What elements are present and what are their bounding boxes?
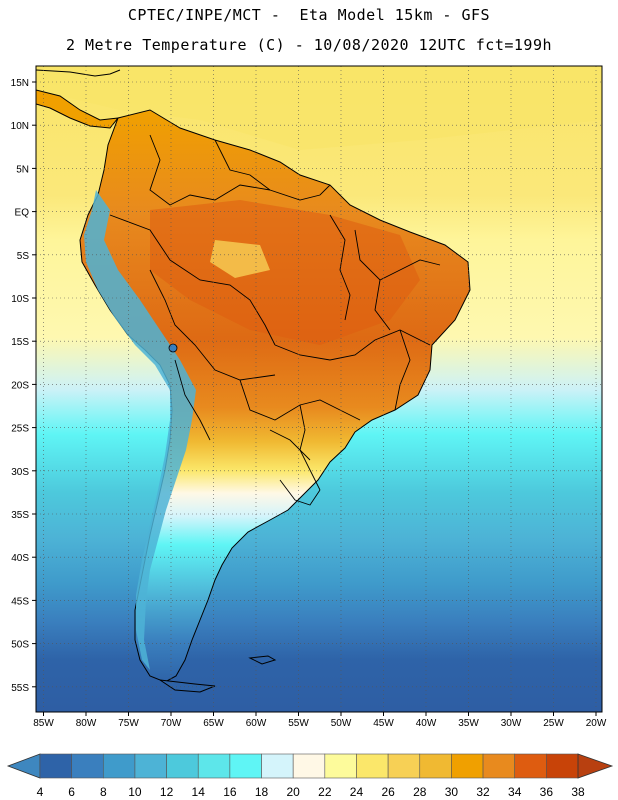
lat-label: 55S xyxy=(11,683,29,694)
lat-label: 5S xyxy=(17,251,30,262)
colorbar-max-arrow xyxy=(577,753,614,779)
colorbar-label: 4 xyxy=(37,785,44,799)
colorbar-swatch xyxy=(324,753,357,779)
colorbar-swatch xyxy=(419,753,452,779)
lat-label: 15S xyxy=(11,337,29,348)
colorbar-swatch xyxy=(39,753,72,779)
colorbar-label: 38 xyxy=(571,785,585,799)
colorbar-swatch xyxy=(197,753,231,779)
lon-label: 45W xyxy=(373,718,394,729)
lon-label: 20W xyxy=(586,718,607,729)
colorbar-label: 14 xyxy=(192,785,206,799)
colorbar-swatch xyxy=(71,753,104,779)
lat-label: 45S xyxy=(11,596,29,607)
colorbar-label: 24 xyxy=(350,785,364,799)
lon-label: 30W xyxy=(501,718,522,729)
lat-label: 35S xyxy=(11,510,29,521)
lat-label: 5N xyxy=(16,164,29,175)
map-axes: 15N 10N 5N EQ 5S 10S 15S 20S 25S 30S 35S 40S 45S 50S 5… xyxy=(11,78,607,729)
colorbar-label: 22 xyxy=(318,785,332,799)
lon-label: 60W xyxy=(246,718,267,729)
map-subtitle: 2 Metre Temperature (C) - 10/08/2020 12U… xyxy=(65,36,553,54)
lon-label: 35W xyxy=(458,718,479,729)
colorbar-label: 36 xyxy=(540,785,554,799)
colorbar-label: 28 xyxy=(413,785,427,799)
colorbar-label: 30 xyxy=(445,785,459,799)
lon-label: 85W xyxy=(33,718,54,729)
colorbar-swatch xyxy=(451,753,484,779)
colorbar-label: 16 xyxy=(223,785,237,799)
colorbar-label: 10 xyxy=(128,785,142,799)
colorbar: 4 6 8 10 12 14 16 18 20 22 24 26 28 30 32 34 36 38 xyxy=(6,753,614,799)
colorbar-swatch xyxy=(546,753,579,779)
map-frame xyxy=(35,65,603,713)
colorbar-swatch xyxy=(387,753,421,779)
colorbar-swatch xyxy=(514,753,547,779)
lat-label: EQ xyxy=(15,208,30,219)
lat-label: 40S xyxy=(11,553,29,564)
colorbar-swatch xyxy=(482,753,516,779)
lon-label: 40W xyxy=(416,718,437,729)
lat-label: 25S xyxy=(11,424,29,435)
map-title: CPTEC/INPE/MCT - Eta Model 15km - GFS xyxy=(127,6,491,24)
lon-label: 70W xyxy=(161,718,182,729)
lon-label: 80W xyxy=(76,718,97,729)
colorbar-label: 32 xyxy=(476,785,490,799)
colorbar-swatch xyxy=(229,753,262,779)
colorbar-label: 6 xyxy=(68,785,75,799)
colorbar-swatch xyxy=(292,753,326,779)
colorbar-swatch xyxy=(102,753,136,779)
lon-label: 65W xyxy=(203,718,224,729)
country-borders xyxy=(109,134,441,506)
lon-label: 50W xyxy=(331,718,352,729)
lat-label: 20S xyxy=(11,380,29,391)
colorbar-swatch xyxy=(356,753,389,779)
lon-label: 75W xyxy=(118,718,139,729)
colorbar-label: 34 xyxy=(508,785,522,799)
colorbar-label: 12 xyxy=(160,785,174,799)
lon-label: 25W xyxy=(543,718,564,729)
colorbar-swatch xyxy=(134,753,167,779)
colorbar-min-arrow xyxy=(6,753,41,779)
central-america xyxy=(36,89,120,129)
colorbar-label: 26 xyxy=(381,785,395,799)
colorbar-label: 20 xyxy=(286,785,300,799)
lat-label: 50S xyxy=(11,640,29,651)
lat-label: 10N xyxy=(11,121,29,132)
colorbar-label: 18 xyxy=(255,785,269,799)
lon-label: 55W xyxy=(288,718,309,729)
colorbar-swatch xyxy=(166,753,199,779)
lat-label: 10S xyxy=(11,294,29,305)
lat-label: 15N xyxy=(11,78,29,89)
lat-label: 30S xyxy=(11,467,29,478)
colorbar-swatch xyxy=(261,753,294,779)
colorbar-label: 8 xyxy=(100,785,107,799)
